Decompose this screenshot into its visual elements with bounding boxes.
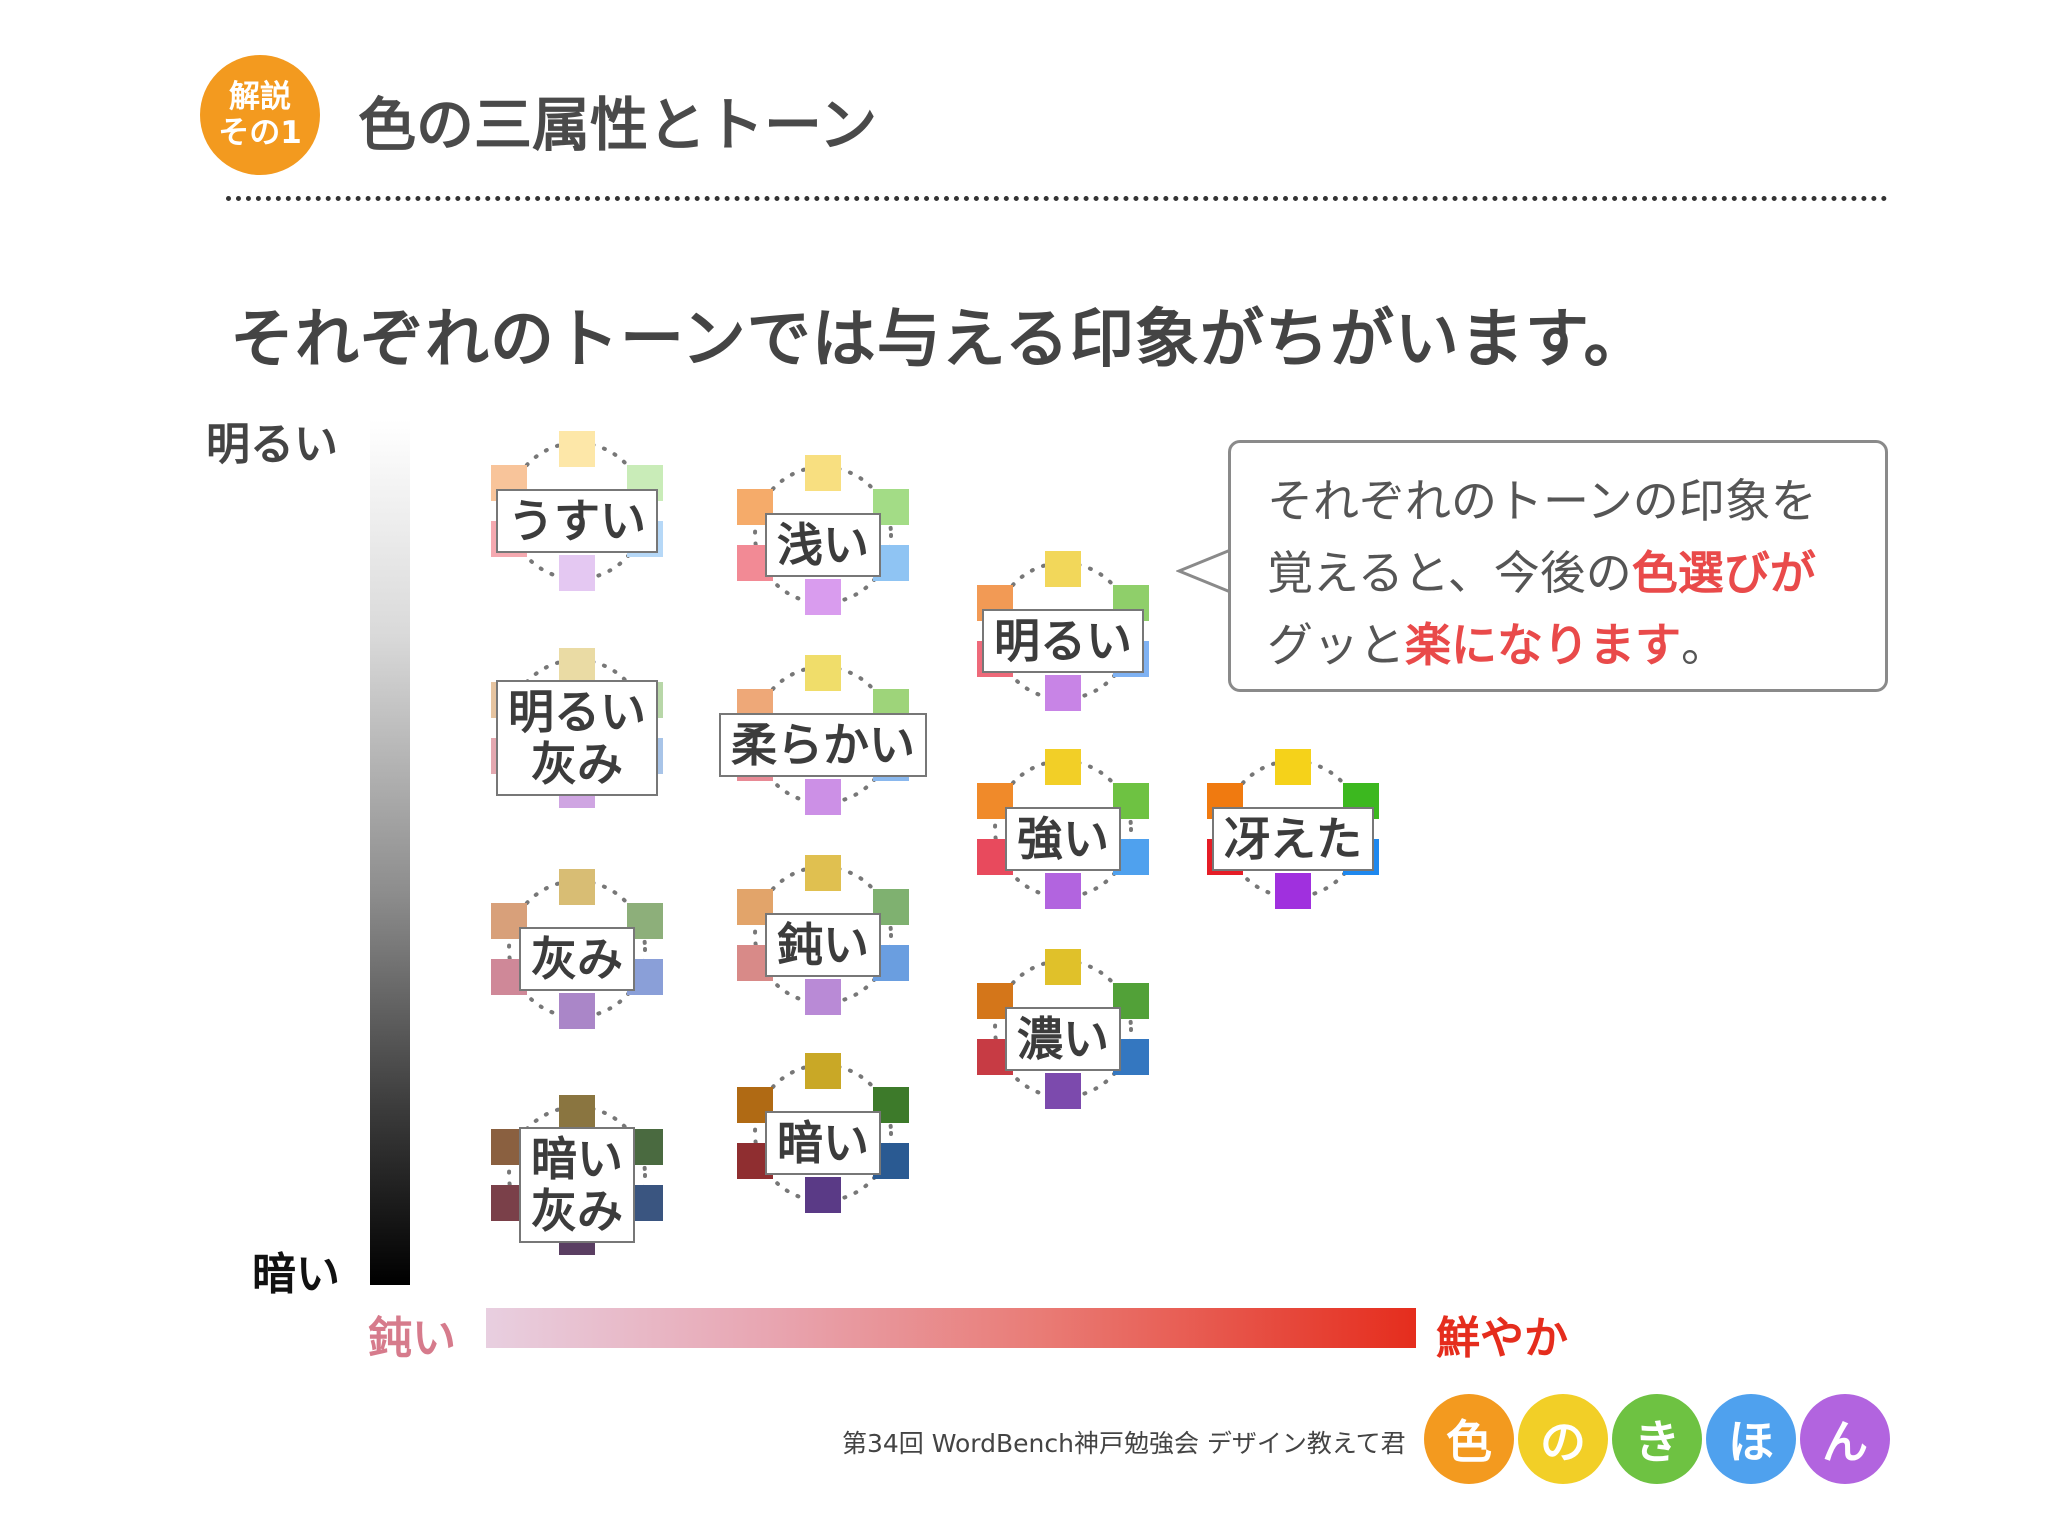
color-swatch <box>559 648 595 684</box>
tone-haimi: 灰み <box>482 864 672 1054</box>
tone-akarui-haimi: 明るい 灰み <box>482 643 672 833</box>
color-swatch <box>1045 1073 1081 1109</box>
color-swatch <box>805 655 841 691</box>
color-swatch <box>805 455 841 491</box>
headline: それぞれのトーンでは与える印象がちがいます。 <box>230 303 1649 377</box>
footer-circle-no: の <box>1518 1394 1608 1484</box>
tone-label: 鈍い <box>765 913 881 977</box>
tone-label-line: 暗い <box>531 1132 623 1186</box>
callout-line2-a: 覚えると、今後の <box>1267 546 1632 600</box>
color-swatch <box>1275 873 1311 909</box>
tone-label-line: 鈍い <box>777 918 869 972</box>
tone-label-line: うすい <box>508 494 646 548</box>
footer-circle-iro: 色 <box>1424 1394 1514 1484</box>
tone-akarui: 明るい <box>968 546 1158 736</box>
color-swatch <box>1045 949 1081 985</box>
color-swatch <box>805 779 841 815</box>
tone-label: 灰み <box>519 927 635 991</box>
callout-line2-emphasis: 色選びが <box>1631 546 1816 600</box>
tone-label: 明るい <box>982 609 1144 673</box>
tone-label: 冴えた <box>1212 807 1374 871</box>
tone-saeta: 冴えた <box>1198 744 1388 934</box>
color-swatch <box>1045 551 1081 587</box>
lightness-gradient-bar <box>370 420 410 1285</box>
badge-line1: 解説 <box>229 79 291 115</box>
color-swatch <box>559 431 595 467</box>
color-swatch <box>559 1095 595 1131</box>
tone-label: 強い <box>1005 807 1121 871</box>
tone-label-line: 暗い <box>777 1116 869 1170</box>
color-swatch <box>1045 675 1081 711</box>
tone-nibui: 鈍い <box>728 850 918 1040</box>
tone-label-line: 明るい <box>994 614 1132 668</box>
tone-usui: うすい <box>482 426 672 616</box>
page-title: 色の三属性とトーン <box>358 91 878 159</box>
tone-label-line: 灰み <box>531 932 623 986</box>
tone-label-line: 灰み <box>531 737 623 791</box>
color-swatch <box>559 993 595 1029</box>
color-swatch <box>1275 749 1311 785</box>
callout-line3-emphasis: 楽になります <box>1405 618 1681 672</box>
color-swatch <box>805 1177 841 1213</box>
callout-line3-a: グッと <box>1267 618 1405 672</box>
axis-label-dark: 暗い <box>252 1249 340 1300</box>
axis-label-vivid: 鮮やか <box>1436 1313 1568 1364</box>
tone-label: うすい <box>496 489 658 553</box>
tone-yawarakai: 柔らかい <box>719 650 927 840</box>
callout-tail <box>1176 546 1236 596</box>
tone-label: 暗い 灰み <box>519 1127 635 1243</box>
tone-label: 浅い <box>765 513 881 577</box>
footer-event-text: 第34回 WordBench神戸勉強会 デザイン教えて君 <box>842 1429 1406 1458</box>
tone-label: 濃い <box>1005 1007 1121 1071</box>
color-swatch <box>1045 749 1081 785</box>
tone-label-line: 灰み <box>531 1184 623 1238</box>
tone-label-line: 濃い <box>1017 1012 1109 1066</box>
tone-tsuyoi: 強い <box>968 744 1158 934</box>
tone-label-line: 浅い <box>777 518 869 572</box>
tone-asai: 浅い <box>728 450 918 640</box>
callout-line1: それぞれのトーンの印象を <box>1267 474 1817 528</box>
callout-line2: 覚えると、今後の色選びが <box>1267 537 1849 609</box>
callout-line3-c: 。 <box>1681 618 1727 672</box>
dotted-divider <box>226 196 1888 201</box>
color-swatch <box>559 869 595 905</box>
section-badge: 解説 その1 <box>200 55 320 175</box>
tone-koi: 濃い <box>968 944 1158 1134</box>
callout-box: それぞれのトーンの印象を 覚えると、今後の色選びが グッと楽になります。 <box>1228 440 1888 692</box>
color-swatch <box>805 1053 841 1089</box>
tone-kurai-haimi: 暗い 灰み <box>482 1090 672 1280</box>
tone-label: 柔らかい <box>719 713 927 777</box>
color-swatch <box>559 555 595 591</box>
saturation-gradient-bar <box>486 1308 1416 1348</box>
tone-label: 明るい 灰み <box>496 680 658 796</box>
footer-circle-ho: ほ <box>1706 1394 1796 1484</box>
color-swatch <box>805 979 841 1015</box>
badge-line2: その1 <box>218 115 302 151</box>
color-swatch <box>805 855 841 891</box>
tone-label-line: 冴えた <box>1224 812 1362 866</box>
tone-label-line: 柔らかい <box>731 718 915 772</box>
tone-label-line: 明るい <box>508 685 646 739</box>
footer-circle-ki: き <box>1612 1394 1702 1484</box>
callout-line3: グッと楽になります。 <box>1267 609 1849 681</box>
tone-label-line: 強い <box>1017 812 1109 866</box>
color-swatch <box>805 579 841 615</box>
axis-label-bright: 明るい <box>206 419 338 470</box>
footer-circle-n: ん <box>1800 1394 1890 1484</box>
color-swatch <box>1045 873 1081 909</box>
tone-kurai: 暗い <box>728 1048 918 1238</box>
tone-label: 暗い <box>765 1111 881 1175</box>
axis-label-dull: 鈍い <box>368 1313 456 1364</box>
